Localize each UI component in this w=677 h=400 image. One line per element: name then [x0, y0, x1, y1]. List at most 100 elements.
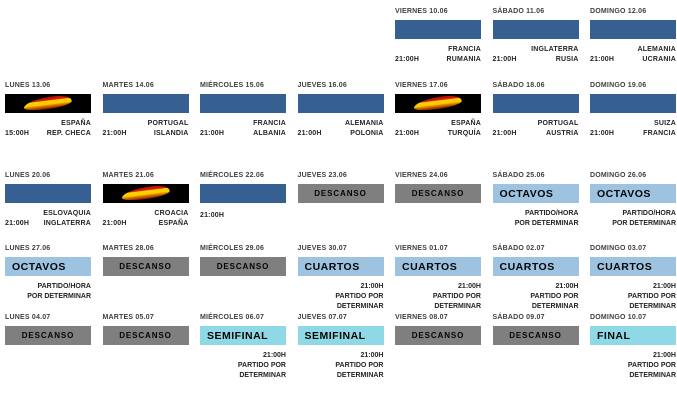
- team-line: FRANCIA: [395, 45, 481, 55]
- day-label: MIÉRCOLES 22.06: [200, 172, 265, 179]
- kickoff-time: 21:00H: [590, 130, 615, 137]
- calendar-cell: MARTES 21.06 CROACIA 21:00H ESPAÑA: [102, 172, 189, 229]
- note-line: PARTIDO POR: [432, 293, 481, 300]
- kickoff-time: 21:00H: [395, 56, 420, 63]
- cell-info: FRANCIA 21:00H ALBANIA: [200, 119, 286, 139]
- time-team-line: 21:00H TURQUÍA: [395, 129, 481, 139]
- bar-label: DESCANSO: [314, 189, 367, 198]
- team-line: ALEMANIA: [590, 45, 676, 55]
- calendar-cell: SÁBADO 25.06 OCTAVOS PARTIDO/HORA POR DETER…: [492, 172, 579, 229]
- day-label: SÁBADO 09.07: [492, 314, 545, 321]
- rest-bar: DESCANSO: [492, 326, 579, 345]
- match-bar: [102, 94, 189, 113]
- team-line: PORTUGAL: [493, 119, 579, 129]
- cell-info: 21:00H PARTIDO POR DETERMINAR: [590, 282, 676, 312]
- kickoff-time: 21:00H: [200, 212, 225, 219]
- bar-label: DESCANSO: [509, 331, 562, 340]
- calendar-week-row: VIERNES 10.06 FRANCIA 21:00H RUMANIA SÁBADO …: [5, 8, 676, 65]
- calendar-cell: SÁBADO 11.06 INGLATERRA 21:00H RUSIA: [492, 8, 579, 65]
- bar-label: OCTAVOS: [597, 187, 651, 200]
- day-label: MIÉRCOLES 15.06: [200, 82, 265, 89]
- cell-info: ESPAÑA 15:00H REP. CHECA: [5, 119, 91, 139]
- time-team-line: 15:00H REP. CHECA: [5, 129, 91, 139]
- time-team-line: 21:00H AUSTRIA: [493, 129, 579, 139]
- kickoff-time: 21:00H: [5, 220, 30, 227]
- day-label: DOMINGO 19.06: [590, 82, 647, 89]
- calendar-cell: MARTES 28.06 DESCANSO: [102, 245, 189, 312]
- kickoff-time: 21:00H: [297, 130, 322, 137]
- team-name: PORTUGAL: [147, 120, 189, 127]
- team-name: ESPAÑA: [158, 220, 189, 227]
- note-line: 21:00H: [555, 283, 579, 290]
- calendar-cell: JUEVES 23.06 DESCANSO: [297, 172, 384, 229]
- team-name: PORTUGAL: [537, 120, 579, 127]
- rest-bar: DESCANSO: [102, 257, 189, 276]
- calendar-cell: MARTES 14.06 PORTUGAL 21:00H ISLANDIA: [102, 82, 189, 139]
- note-line: PARTIDO POR: [530, 293, 579, 300]
- day-label: SÁBADO 02.07: [492, 245, 545, 252]
- time-team-line: 21:00H RUSIA: [493, 55, 579, 65]
- stage-bar-cuartos: CUARTOS: [395, 257, 481, 276]
- empty-cell: [103, 8, 189, 65]
- team-name: ESLOVAQUIA: [43, 210, 91, 217]
- day-label: JUEVES 23.06: [297, 172, 347, 179]
- note-line: DETERMINAR: [336, 303, 384, 310]
- stage-bar-semifinal: SEMIFINAL: [297, 326, 384, 345]
- calendar-cell: JUEVES 30.07 CUARTOS 21:00H PARTIDO POR DETE…: [297, 245, 384, 312]
- calendar-cell: VIERNES 01.07 CUARTOS 21:00H PARTIDO POR DET…: [395, 245, 481, 312]
- stage-bar-cuartos: CUARTOS: [297, 257, 384, 276]
- calendar-cell: MIÉRCOLES 29.06 DESCANSO: [200, 245, 286, 312]
- spain-flag: [102, 184, 189, 203]
- note-line: POR DETERMINAR: [27, 293, 91, 300]
- day-label: DOMINGO 10.07: [590, 314, 647, 321]
- calendar-cell: JUEVES 16.06 ALEMANIA 21:00H POLONIA: [297, 82, 384, 139]
- kickoff-time: 21:00H: [590, 56, 615, 63]
- note-line: POR DETERMINAR: [514, 220, 579, 227]
- rest-bar: DESCANSO: [102, 326, 189, 345]
- match-bar: [492, 94, 579, 113]
- team-name: FRANCIA: [448, 46, 481, 53]
- calendar-cell: DOMINGO 12.06 ALEMANIA 21:00H UCRANIA: [590, 8, 676, 65]
- day-label: MIÉRCOLES 29.06: [200, 245, 265, 252]
- bar-label: DESCANSO: [411, 189, 465, 198]
- team-line: PORTUGAL: [103, 119, 189, 129]
- day-label: SÁBADO 25.06: [492, 172, 545, 179]
- stage-bar-cuartos: CUARTOS: [492, 257, 579, 276]
- rest-bar: DESCANSO: [395, 184, 481, 203]
- spain-flag-icon: [23, 94, 73, 113]
- match-bar: [297, 94, 384, 113]
- calendar-cell: DOMINGO 19.06 SUIZA 21:00H FRANCIA: [590, 82, 676, 139]
- rest-bar: DESCANSO: [297, 184, 384, 203]
- note-line: 21:00H: [458, 283, 481, 290]
- note-line: PARTIDO/HORA: [524, 210, 579, 217]
- day-label: VIERNES 08.07: [395, 314, 448, 321]
- kickoff-time: 21:00H: [200, 130, 225, 137]
- bar-label: DESCANSO: [21, 331, 75, 340]
- stage-bar-octavos: OCTAVOS: [590, 184, 676, 203]
- cell-info: PARTIDO/HORA POR DETERMINAR: [493, 209, 579, 229]
- team-name: ESPAÑA: [451, 120, 481, 127]
- calendar-cell: LUNES 20.06 ESLOVAQUIA 21:00H INGLATERRA: [5, 172, 91, 229]
- bar-label: DESCANSO: [216, 262, 270, 271]
- match-bar: [200, 94, 286, 113]
- bar-label: OCTAVOS: [12, 260, 66, 273]
- match-bar: [395, 20, 481, 39]
- day-label: JUEVES 30.07: [297, 245, 347, 252]
- day-label: VIERNES 10.06: [395, 8, 448, 15]
- team-line: FRANCIA: [200, 119, 286, 129]
- cell-info: 21:00H PARTIDO POR DETERMINAR: [493, 282, 579, 312]
- calendar-cell: DOMINGO 26.06 OCTAVOS PARTIDO/HORA POR DETE…: [590, 172, 676, 229]
- match-bar: [590, 94, 676, 113]
- day-label: LUNES 20.06: [5, 172, 51, 179]
- cell-info: INGLATERRA 21:00H RUSIA: [493, 45, 579, 65]
- cell-info: CROACIA 21:00H ESPAÑA: [103, 209, 189, 229]
- calendar-cell: LUNES 27.06 OCTAVOS PARTIDO/HORA POR DETERM…: [5, 245, 91, 312]
- day-label: SÁBADO 11.06: [492, 8, 545, 15]
- cell-info: PORTUGAL 21:00H ISLANDIA: [103, 119, 189, 139]
- team-name: INGLATERRA: [531, 46, 579, 53]
- team-name: REP. CHECA: [46, 130, 91, 137]
- cell-info: 21:00H PARTIDO POR DETERMINAR: [298, 351, 383, 381]
- team-name: RUSIA: [555, 56, 579, 63]
- stage-bar-cuartos: CUARTOS: [590, 257, 676, 276]
